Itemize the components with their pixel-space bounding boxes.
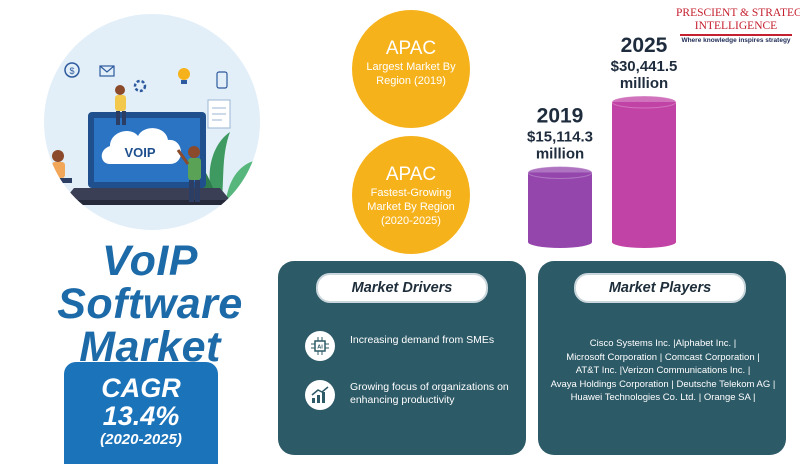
title-line-1: VoIP bbox=[102, 237, 198, 285]
cagr-label: CAGR bbox=[101, 373, 181, 403]
logo-tagline: Where knowledge inspires strategy bbox=[681, 37, 791, 44]
title-line-2: Software bbox=[57, 280, 243, 328]
mail-icon bbox=[99, 65, 115, 77]
largest-market-circle: APAC Largest Market By Region (2019) bbox=[352, 10, 470, 128]
svg-text:$: $ bbox=[69, 66, 74, 76]
player-item: Comcast Corporation | bbox=[664, 351, 760, 363]
player-item: Orange SA | bbox=[703, 392, 756, 403]
player-item: Alphabet Inc. | bbox=[675, 338, 737, 349]
logo-line-2: INTELLIGENCE bbox=[694, 20, 778, 32]
logo-divider bbox=[680, 34, 792, 36]
gear-icon bbox=[133, 79, 147, 93]
fastest-growing-caption: Fastest-Growing Market By Region (2020-2… bbox=[367, 187, 455, 227]
bar-2019 bbox=[527, 165, 593, 248]
document-icon bbox=[207, 99, 231, 129]
title-line-3: Market bbox=[79, 323, 221, 371]
person-sitting-icon bbox=[52, 150, 72, 183]
player-item: Deutsche Telekom AG | bbox=[676, 378, 776, 390]
driver-item-text: Increasing demand from SMEs bbox=[350, 334, 495, 346]
bar-value-label: $15,114.3 bbox=[527, 128, 593, 145]
player-item: AT&T Inc. | bbox=[575, 365, 623, 376]
bar-2025 bbox=[611, 95, 677, 248]
company-logo: PRESCIENT & STRATEGIC INTELLIGENCE Where… bbox=[676, 7, 800, 45]
player-item: Cisco Systems Inc. | bbox=[589, 338, 676, 349]
fastest-growing-circle: APAC Fastest-Growing Market By Region (2… bbox=[352, 136, 470, 254]
cagr-value: 13.4% bbox=[102, 401, 180, 431]
player-item: Avaya Holdings Corporation | bbox=[550, 378, 674, 390]
cloud-icon: VOIP bbox=[101, 128, 182, 164]
cagr-box: CAGR 13.4% (2020-2025) bbox=[64, 362, 218, 464]
players-list: Cisco Systems Inc. |Alphabet Inc. | Micr… bbox=[550, 337, 776, 405]
driver-item-text: Growing focus of organizations on enhanc… bbox=[350, 381, 509, 406]
market-players-panel: Market Players Cisco Systems Inc. |Alpha… bbox=[538, 261, 786, 455]
voip-illustration-art: VOIP $ bbox=[52, 62, 258, 205]
bar-unit-label: million bbox=[620, 75, 668, 92]
player-item: Verizon Communications Inc. | bbox=[622, 365, 751, 376]
ai-chip-icon: AI bbox=[305, 331, 335, 361]
bar-unit-label: million bbox=[536, 145, 584, 162]
player-item: Microsoft Corporation | bbox=[566, 351, 663, 363]
hero-illustration: VOIP $ bbox=[44, 14, 260, 230]
largest-market-region: APAC bbox=[385, 38, 437, 59]
bar-value-label: $30,441.5 bbox=[611, 58, 678, 75]
page-title: VoIP Software Market bbox=[30, 240, 270, 369]
svg-text:AI: AI bbox=[317, 345, 323, 351]
growth-chart-icon bbox=[305, 380, 335, 410]
player-item: Huawei Technologies Co. Ltd. | bbox=[570, 392, 702, 403]
lightbulb-icon bbox=[178, 68, 190, 84]
market-players-heading: Market Players bbox=[574, 273, 746, 303]
bar-category-label: 2019 bbox=[537, 104, 584, 127]
bar-category-label: 2025 bbox=[621, 34, 668, 57]
cagr-period: (2020-2025) bbox=[100, 431, 182, 448]
fastest-growing-region: APAC bbox=[385, 164, 437, 185]
market-drivers-heading: Market Drivers bbox=[316, 273, 488, 303]
screen-voip-label: VOIP bbox=[124, 145, 155, 160]
logo-line-1: PRESCIENT & STRATEGIC bbox=[676, 7, 800, 19]
largest-market-caption: Largest Market By Region (2019) bbox=[366, 61, 456, 87]
phone-icon bbox=[216, 71, 228, 89]
market-drivers-panel: Market Drivers AI Increasing demand from… bbox=[278, 261, 526, 455]
dollar-icon: $ bbox=[64, 62, 80, 78]
person-pointing-icon bbox=[176, 146, 201, 202]
person-with-phone-icon bbox=[115, 85, 126, 125]
